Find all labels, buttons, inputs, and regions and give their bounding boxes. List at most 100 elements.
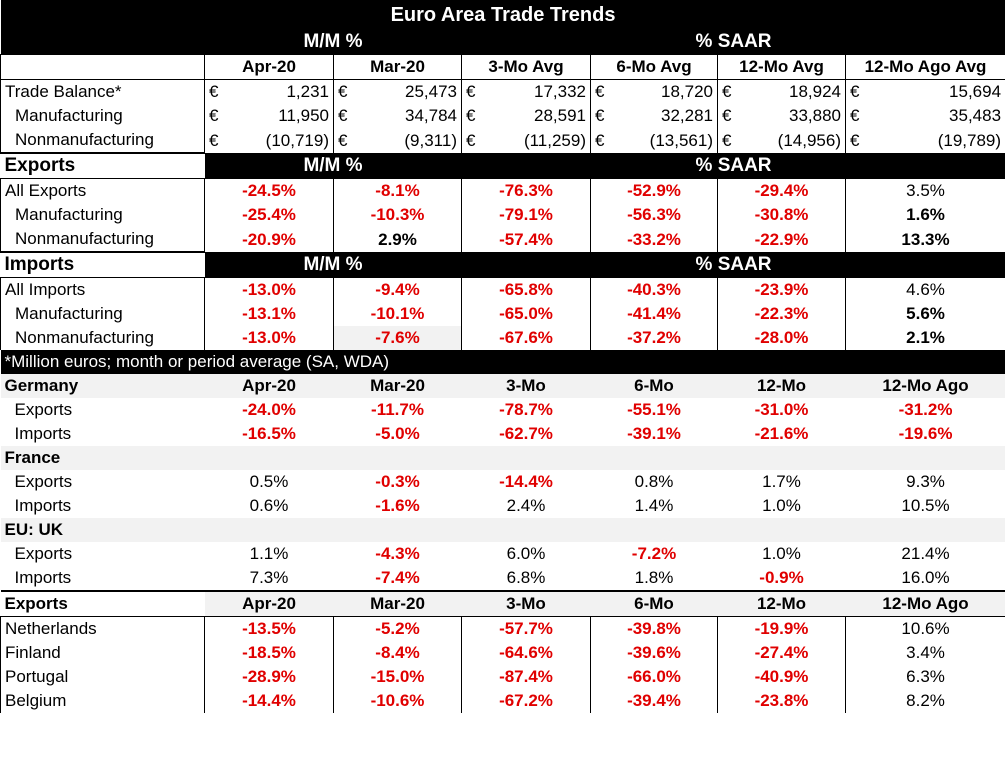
balance-value: € (14,956)	[717, 128, 846, 153]
percent-value: -40.9%	[717, 665, 846, 689]
percent-value: 1.8%	[634, 568, 674, 587]
country-row: Exports -24.0% -11.7% -78.7% -55.1% -31.0% -31…	[1, 398, 1005, 422]
exports-country-header-row: Exports Apr-20 Mar-20 3-Mo 6-Mo 12-Mo 12-Mo Ag…	[0, 590, 1005, 617]
blank-header	[845, 446, 1005, 470]
percent-value: -7.6%	[333, 326, 462, 350]
percent-value: 1.6%	[844, 203, 1005, 227]
export-country-row: Netherlands -13.5% -5.2% -57.7% -39.8% -19.9%…	[0, 616, 1005, 641]
header-blank	[0, 54, 205, 80]
percent-value: 4.6%	[844, 277, 1005, 302]
percent-value: 3.5%	[844, 178, 1005, 203]
balance-value: €28,591	[461, 104, 591, 128]
percent-value: -87.4%	[461, 665, 591, 689]
section-label: Imports	[0, 251, 205, 278]
amount: 32,281	[661, 106, 713, 125]
percent-value: -25.4%	[204, 203, 334, 227]
period-header-row: Apr-20 Mar-20 3-Mo Avg 6-Mo Avg 12-Mo Avg 12-…	[0, 54, 1005, 80]
amount: 11,950	[278, 106, 329, 125]
period-header: Mar-20	[333, 54, 462, 80]
percent-value: 13.3%	[844, 227, 1005, 252]
percent-value: 1.0%	[762, 544, 801, 563]
percent-value: 0.6%	[249, 496, 289, 515]
blank-header	[590, 518, 718, 542]
percent-value: -13.1%	[204, 302, 334, 326]
percent-value: -13.0%	[204, 277, 334, 302]
percent-value: 21.4%	[901, 544, 950, 563]
euro-symbol: €	[466, 106, 476, 125]
row-label: Exports	[14, 400, 73, 419]
percent-value: -28.0%	[717, 326, 846, 350]
euro-symbol: €	[595, 82, 605, 101]
percent-value: -65.8%	[461, 277, 591, 302]
period-header: 12-Mo Ago	[845, 374, 1005, 398]
percent-value: -14.4%	[204, 689, 334, 713]
percent-value: -56.3%	[590, 203, 718, 227]
percent-value: -28.9%	[204, 665, 334, 689]
amount: 34,784	[405, 106, 457, 125]
amount: 18,924	[789, 82, 841, 101]
euro-symbol: €	[338, 130, 348, 150]
balance-value: €1,231	[204, 79, 334, 104]
period-header: 12-Mo Avg	[717, 54, 846, 80]
amount: (14,956)	[777, 130, 841, 150]
percent-value: 10.5%	[901, 496, 950, 515]
percent-value: -57.4%	[461, 227, 591, 252]
percent-value: -0.9%	[759, 568, 804, 587]
percent-value: -79.1%	[461, 203, 591, 227]
balance-value: € (19,789)	[844, 128, 1005, 153]
percent-value: -62.7%	[499, 424, 553, 443]
period-header: Mar-20	[333, 374, 462, 398]
percent-value: -16.5%	[242, 424, 296, 443]
percent-value: -13.5%	[204, 616, 334, 641]
percent-value: -10.3%	[333, 203, 462, 227]
percent-value: -37.2%	[590, 326, 718, 350]
row-label: Belgium	[0, 689, 205, 713]
country-row: Imports -16.5% -5.0% -62.7% -39.1% -21.6% -19.…	[1, 422, 1005, 446]
amount: 33,880	[789, 106, 841, 125]
percent-value: -30.8%	[717, 203, 846, 227]
percent-value: -67.2%	[461, 689, 591, 713]
country-name: Germany	[0, 374, 205, 398]
export-country-row: Portugal -28.9% -15.0% -87.4% -66.0% -40.9% 6.…	[0, 665, 1005, 689]
percent-value: 1.0%	[762, 496, 801, 515]
percent-value: 9.3%	[906, 472, 945, 491]
percent-value: -39.6%	[590, 641, 718, 665]
blank-header	[461, 518, 591, 542]
table-title: Euro Area Trade Trends	[0, 0, 1005, 30]
percent-value: -64.6%	[461, 641, 591, 665]
euro-symbol: €	[338, 106, 348, 125]
percent-value: -11.7%	[371, 400, 424, 419]
blank-header	[461, 446, 591, 470]
exports-row: Nonmanufacturing -20.9% 2.9% -57.4% -33.2% -2…	[0, 227, 1005, 252]
percent-value: 6.8%	[506, 568, 546, 587]
band-row-top: M/M %% SAAR	[0, 30, 1005, 55]
euro-symbol: €	[850, 130, 860, 150]
balance-row: Trade Balance* €1,231 €25,473 €17,332 €18,72…	[0, 79, 1005, 104]
percent-value: -31.0%	[754, 400, 809, 419]
percent-value: -55.1%	[627, 400, 681, 419]
row-label: Trade Balance*	[0, 79, 205, 104]
euro-symbol: €	[850, 106, 860, 125]
percent-value: 10.6%	[844, 616, 1005, 641]
period-header: Apr-20	[204, 590, 334, 617]
band-label	[0, 30, 205, 55]
percent-value: -78.7%	[499, 400, 553, 419]
amount: 35,483	[949, 106, 1002, 125]
euro-symbol: €	[850, 82, 860, 101]
euro-symbol: €	[209, 130, 219, 150]
percent-value: -41.4%	[590, 302, 718, 326]
balance-value: €18,720	[590, 79, 718, 104]
row-label: Nonmanufacturing	[0, 128, 205, 153]
percent-value: -66.0%	[590, 665, 718, 689]
percent-value: -65.0%	[461, 302, 591, 326]
percent-value: 6.3%	[844, 665, 1005, 689]
balance-row: Nonmanufacturing € (10,719) € (9,311) € (11,25…	[0, 128, 1005, 153]
amount: (19,789)	[937, 130, 1002, 150]
percent-value: -22.9%	[717, 227, 846, 252]
row-label: Portugal	[0, 665, 205, 689]
euro-symbol: €	[466, 130, 476, 150]
percent-value: 2.1%	[844, 326, 1005, 350]
percent-value: -5.2%	[333, 616, 462, 641]
blank-header	[333, 518, 462, 542]
percent-value: -39.1%	[627, 424, 681, 443]
